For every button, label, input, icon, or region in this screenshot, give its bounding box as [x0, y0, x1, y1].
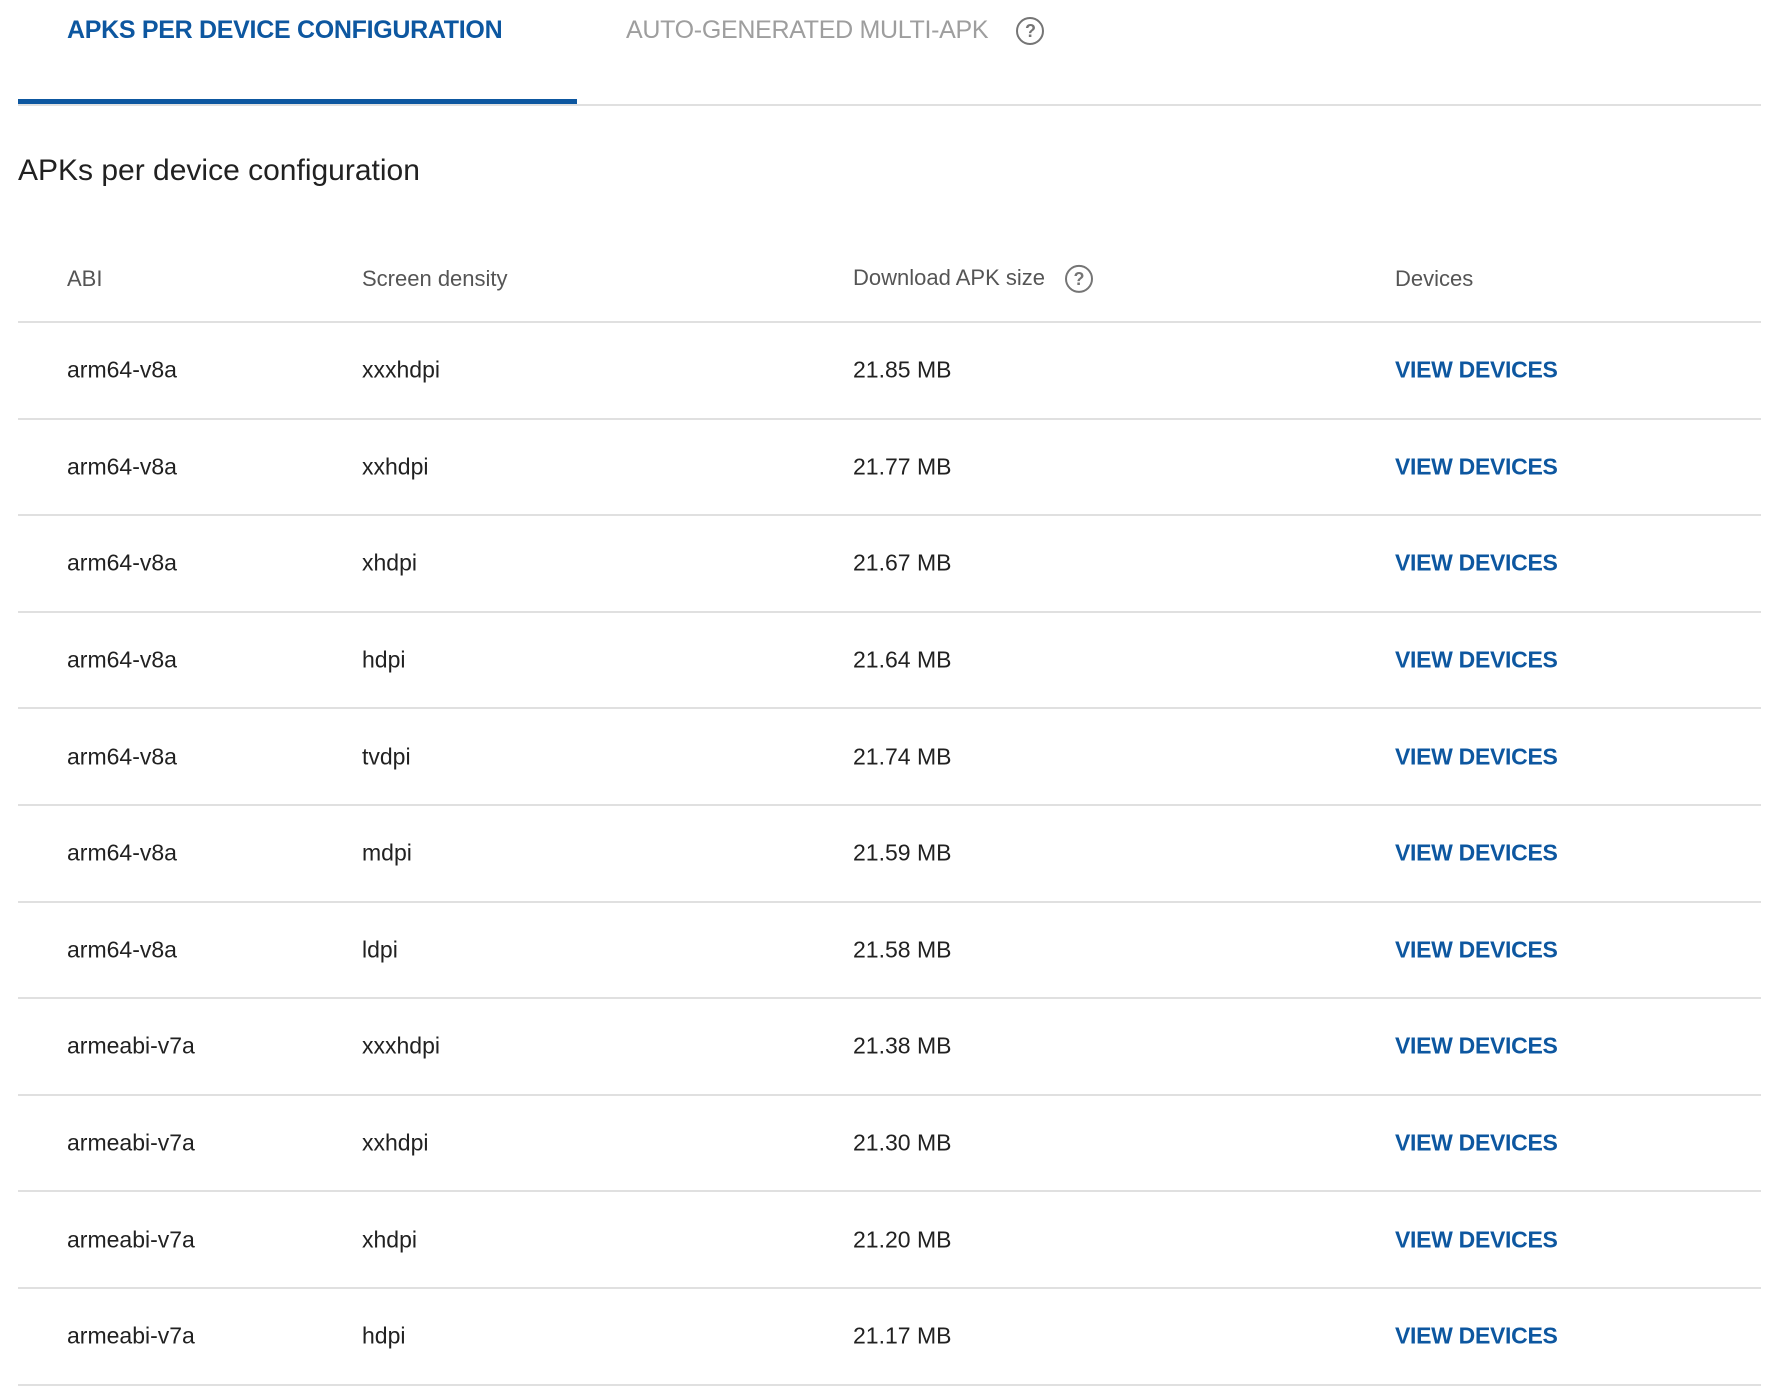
view-devices-link[interactable]: VIEW DEVICES — [1395, 936, 1558, 963]
table-row: arm64-v8a xxxhdpi 21.85 MB VIEW DEVICES — [18, 323, 1761, 420]
abi-cell: arm64-v8a — [67, 839, 177, 866]
abi-cell: arm64-v8a — [67, 356, 177, 383]
view-devices-link[interactable]: VIEW DEVICES — [1395, 453, 1558, 480]
apk-size-cell: 21.64 MB — [853, 646, 952, 673]
abi-cell: armeabi-v7a — [67, 1226, 195, 1253]
tab-bar: APKS PER DEVICE CONFIGURATION AUTO-GENER… — [18, 0, 1761, 106]
view-devices-link[interactable]: VIEW DEVICES — [1395, 839, 1558, 866]
screen-density-cell: tvdpi — [362, 743, 411, 770]
abi-cell: armeabi-v7a — [67, 1032, 195, 1059]
table-row: armeabi-v7a xxxhdpi 21.38 MB VIEW DEVICES — [18, 999, 1761, 1096]
tab-label: APKS PER DEVICE CONFIGURATION — [67, 16, 503, 44]
apk-size-cell: 21.58 MB — [853, 936, 952, 963]
view-devices-link[interactable]: VIEW DEVICES — [1395, 1129, 1558, 1156]
table-row: arm64-v8a mdpi 21.59 MB VIEW DEVICES — [18, 806, 1761, 903]
active-tab-indicator — [18, 99, 577, 104]
table-row: armeabi-v7a xhdpi 21.20 MB VIEW DEVICES — [18, 1192, 1761, 1289]
apk-size-cell: 21.59 MB — [853, 839, 952, 866]
screen-density-cell: xxxhdpi — [362, 1032, 440, 1059]
column-header-download-size: Download APK size? — [853, 264, 1093, 293]
column-header-screen-density: Screen density — [362, 265, 508, 291]
abi-cell: armeabi-v7a — [67, 1322, 195, 1349]
table-header: ABI Screen density Download APK size? De… — [18, 236, 1761, 323]
apk-size-cell: 21.67 MB — [853, 549, 952, 576]
apk-table: ABI Screen density Download APK size? De… — [18, 236, 1761, 1386]
table-row: arm64-v8a tvdpi 21.74 MB VIEW DEVICES — [18, 709, 1761, 806]
column-header-label: Download APK size — [853, 264, 1045, 290]
abi-cell: arm64-v8a — [67, 549, 177, 576]
apk-size-cell: 21.77 MB — [853, 453, 952, 480]
screen-density-cell: hdpi — [362, 1322, 406, 1349]
page-title: APKs per device configuration — [18, 154, 420, 187]
view-devices-link[interactable]: VIEW DEVICES — [1395, 743, 1558, 770]
screen-density-cell: xxhdpi — [362, 1129, 429, 1156]
screen-density-cell: ldpi — [362, 936, 398, 963]
apk-size-cell: 21.74 MB — [853, 743, 952, 770]
abi-cell: arm64-v8a — [67, 936, 177, 963]
screen-density-cell: mdpi — [362, 839, 412, 866]
tab-apks-per-device-configuration[interactable]: APKS PER DEVICE CONFIGURATION — [67, 16, 503, 45]
screen-density-cell: xxxhdpi — [362, 356, 440, 383]
screen-density-cell: xxhdpi — [362, 453, 429, 480]
table-row: armeabi-v7a xxhdpi 21.30 MB VIEW DEVICES — [18, 1096, 1761, 1193]
table-row: arm64-v8a ldpi 21.58 MB VIEW DEVICES — [18, 903, 1761, 1000]
help-icon[interactable]: ? — [1016, 17, 1045, 46]
screen-density-cell: xhdpi — [362, 549, 417, 576]
column-header-devices: Devices — [1395, 265, 1474, 291]
view-devices-link[interactable]: VIEW DEVICES — [1395, 1322, 1558, 1349]
screen-density-cell: hdpi — [362, 646, 406, 673]
tab-auto-generated-multi-apk[interactable]: AUTO-GENERATED MULTI-APK? — [626, 16, 1045, 46]
view-devices-link[interactable]: VIEW DEVICES — [1395, 1226, 1558, 1253]
view-devices-link[interactable]: VIEW DEVICES — [1395, 549, 1558, 576]
help-icon[interactable]: ? — [1065, 264, 1093, 293]
view-devices-link[interactable]: VIEW DEVICES — [1395, 356, 1558, 383]
apk-size-cell: 21.17 MB — [853, 1322, 952, 1349]
apk-size-cell: 21.85 MB — [853, 356, 952, 383]
apk-size-cell: 21.38 MB — [853, 1032, 952, 1059]
view-devices-link[interactable]: VIEW DEVICES — [1395, 646, 1558, 673]
abi-cell: arm64-v8a — [67, 646, 177, 673]
abi-cell: arm64-v8a — [67, 743, 177, 770]
view-devices-link[interactable]: VIEW DEVICES — [1395, 1032, 1558, 1059]
tab-label: AUTO-GENERATED MULTI-APK — [626, 16, 989, 44]
table-row: arm64-v8a xhdpi 21.67 MB VIEW DEVICES — [18, 516, 1761, 613]
abi-cell: arm64-v8a — [67, 453, 177, 480]
column-header-abi: ABI — [67, 265, 103, 291]
table-row: arm64-v8a xxhdpi 21.77 MB VIEW DEVICES — [18, 420, 1761, 517]
apk-size-cell: 21.30 MB — [853, 1129, 952, 1156]
table-row: armeabi-v7a hdpi 21.17 MB VIEW DEVICES — [18, 1289, 1761, 1386]
screen-density-cell: xhdpi — [362, 1226, 417, 1253]
abi-cell: armeabi-v7a — [67, 1129, 195, 1156]
table-row: arm64-v8a hdpi 21.64 MB VIEW DEVICES — [18, 613, 1761, 710]
apk-size-cell: 21.20 MB — [853, 1226, 952, 1253]
